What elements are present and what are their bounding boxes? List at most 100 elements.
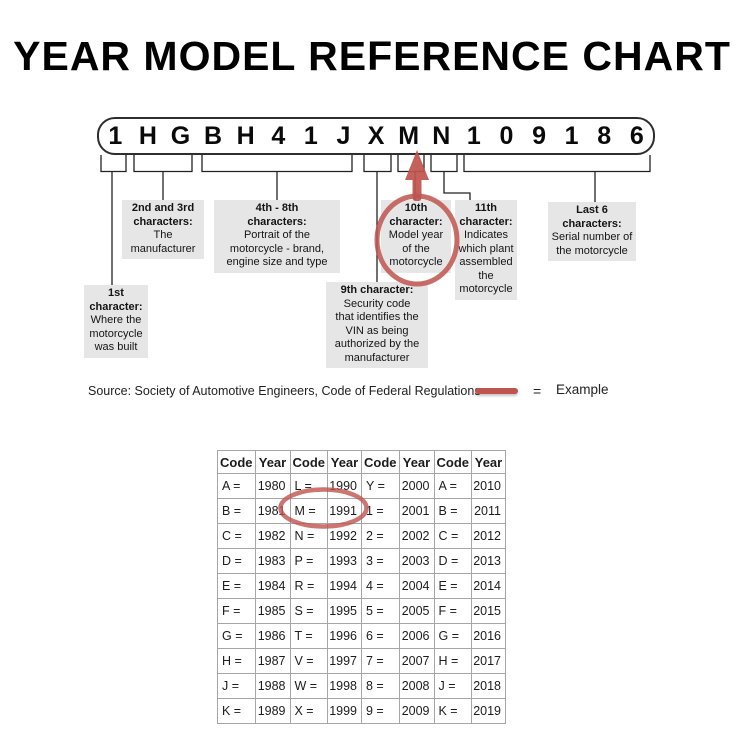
vin-char: N [432, 121, 451, 150]
label-line-bold: 9th character: [340, 284, 414, 296]
code-cell: A = [433, 473, 472, 499]
vin-char: H [138, 121, 157, 150]
year-code-table: Code Year Code Year Code Year Code Year A = 1980… [217, 450, 506, 724]
label-line-bold: character: [89, 300, 143, 313]
year-cell: 2018 [471, 673, 506, 699]
code-cell: H = [433, 648, 472, 674]
label-line: motorcycle [459, 283, 513, 295]
label-line: of the [402, 242, 430, 255]
year-cell: 2000 [398, 473, 435, 499]
code-cell: R = [289, 573, 328, 599]
label-chars-2-3: 2nd and 3rd characters: The manufacturer [122, 200, 204, 259]
label-line: motorcycle - brand, [229, 242, 325, 255]
year-cell: 1983 [254, 548, 291, 574]
code-cell: C = [433, 523, 472, 549]
year-cell: 1987 [254, 648, 291, 674]
label-line: motorcycle [89, 327, 143, 340]
year-cell: 1988 [254, 673, 291, 699]
label-char-1: 1st character: Where the motorcycle was buil… [84, 285, 148, 358]
year-cell: 1984 [254, 573, 291, 599]
label-line: assembled [459, 256, 513, 268]
year-code-table-header: Code Year Code Year Code Year Code Year [217, 450, 506, 474]
code-cell: F = [433, 598, 472, 624]
label-char-9: 9th character: Security code that identifi… [326, 282, 428, 368]
year-cell: 1991 [327, 498, 362, 524]
table-row: E = 1984 R = 1994 4 = 2004 E = 2014 [217, 573, 506, 599]
vin-char: M [398, 121, 420, 150]
year-code-table-body: A = 1980 L = 1990 Y = 2000 A = 2010 B = 1981 M = 19… [217, 473, 506, 724]
vin-char: H [236, 121, 255, 150]
vin-char: 1 [564, 121, 579, 150]
label-line-bold: Last 6 [576, 204, 608, 216]
year-cell: 2015 [471, 598, 506, 624]
year-cell: 2007 [398, 648, 435, 674]
label-chars-4-8: 4th - 8th characters: Portrait of the motor… [214, 200, 340, 273]
code-cell: V = [289, 648, 328, 674]
code-cell: 4 = [361, 573, 400, 599]
code-cell: Y = [361, 473, 400, 499]
code-cell: 6 = [361, 623, 400, 649]
table-header-cell: Year [398, 450, 435, 474]
label-line-bold: characters: [133, 215, 193, 228]
label-line: Portrait of the [243, 229, 311, 241]
example-line-swatch [475, 388, 518, 394]
label-line-bold: character: [389, 215, 443, 228]
year-cell: 1986 [254, 623, 291, 649]
code-cell: 9 = [361, 698, 400, 724]
year-cell: 1982 [254, 523, 291, 549]
year-cell: 2016 [471, 623, 506, 649]
code-cell: 2 = [361, 523, 400, 549]
label-line: manufacturer [344, 351, 410, 364]
label-line: Indicates [463, 229, 509, 241]
label-line-bold: character: [459, 215, 513, 228]
label-line-bold: 11th [474, 202, 497, 214]
vin-char: B [204, 121, 223, 150]
year-cell: 2005 [398, 598, 435, 624]
year-cell: 2004 [398, 573, 435, 599]
vin-char: 6 [629, 121, 644, 150]
table-header-cell: Code [361, 450, 400, 474]
year-cell: 1989 [254, 698, 291, 724]
table-row: G = 1986 T = 1996 6 = 2006 G = 2016 [217, 623, 506, 649]
vin-char: X [367, 121, 385, 150]
table-row: A = 1980 L = 1990 Y = 2000 A = 2010 [217, 473, 506, 499]
example-arrow-icon [405, 150, 429, 201]
code-cell: 8 = [361, 673, 400, 699]
table-row: J = 1988 W = 1998 8 = 2008 J = 2018 [217, 673, 506, 699]
table-row: F = 1985 S = 1995 5 = 2005 F = 2015 [217, 598, 506, 624]
year-cell: 2006 [398, 623, 435, 649]
code-cell: K = [433, 698, 472, 724]
vin-char: 0 [499, 121, 514, 150]
table-header-cell: Year [471, 450, 506, 474]
code-cell: M = [289, 498, 328, 524]
year-cell: 2003 [398, 548, 435, 574]
code-cell: P = [289, 548, 328, 574]
table-row: B = 1981 M = 1991 1 = 2001 B = 2011 [217, 498, 506, 524]
year-cell: 1985 [254, 598, 291, 624]
year-cell: 1996 [327, 623, 362, 649]
code-cell: E = [217, 573, 256, 599]
label-line: VIN as being [345, 324, 409, 337]
code-cell: F = [217, 598, 256, 624]
vin-char: J [336, 121, 351, 150]
vin-char: 1 [466, 121, 481, 150]
label-line-bold: 1st [108, 287, 124, 299]
table-row: K = 1989 X = 1999 9 = 2009 K = 2019 [217, 698, 506, 724]
label-line: that identifies the [335, 311, 419, 323]
year-cell: 1999 [327, 698, 362, 724]
code-cell: 7 = [361, 648, 400, 674]
label-line: The [153, 229, 173, 241]
table-header-cell: Code [289, 450, 328, 474]
year-cell: 1990 [327, 473, 362, 499]
label-line: manufacturer [130, 242, 196, 255]
year-cell: 1998 [327, 673, 362, 699]
label-line: Security code [343, 297, 411, 310]
table-header-cell: Code [217, 450, 256, 474]
year-cell: 2008 [398, 673, 435, 699]
label-char-10: 10th character: Model year of the motorcycle [381, 200, 451, 273]
code-cell: T = [289, 623, 328, 649]
table-row: H = 1987 V = 1997 7 = 2007 H = 2017 [217, 648, 506, 674]
code-cell: 5 = [361, 598, 400, 624]
code-cell: A = [217, 473, 256, 499]
